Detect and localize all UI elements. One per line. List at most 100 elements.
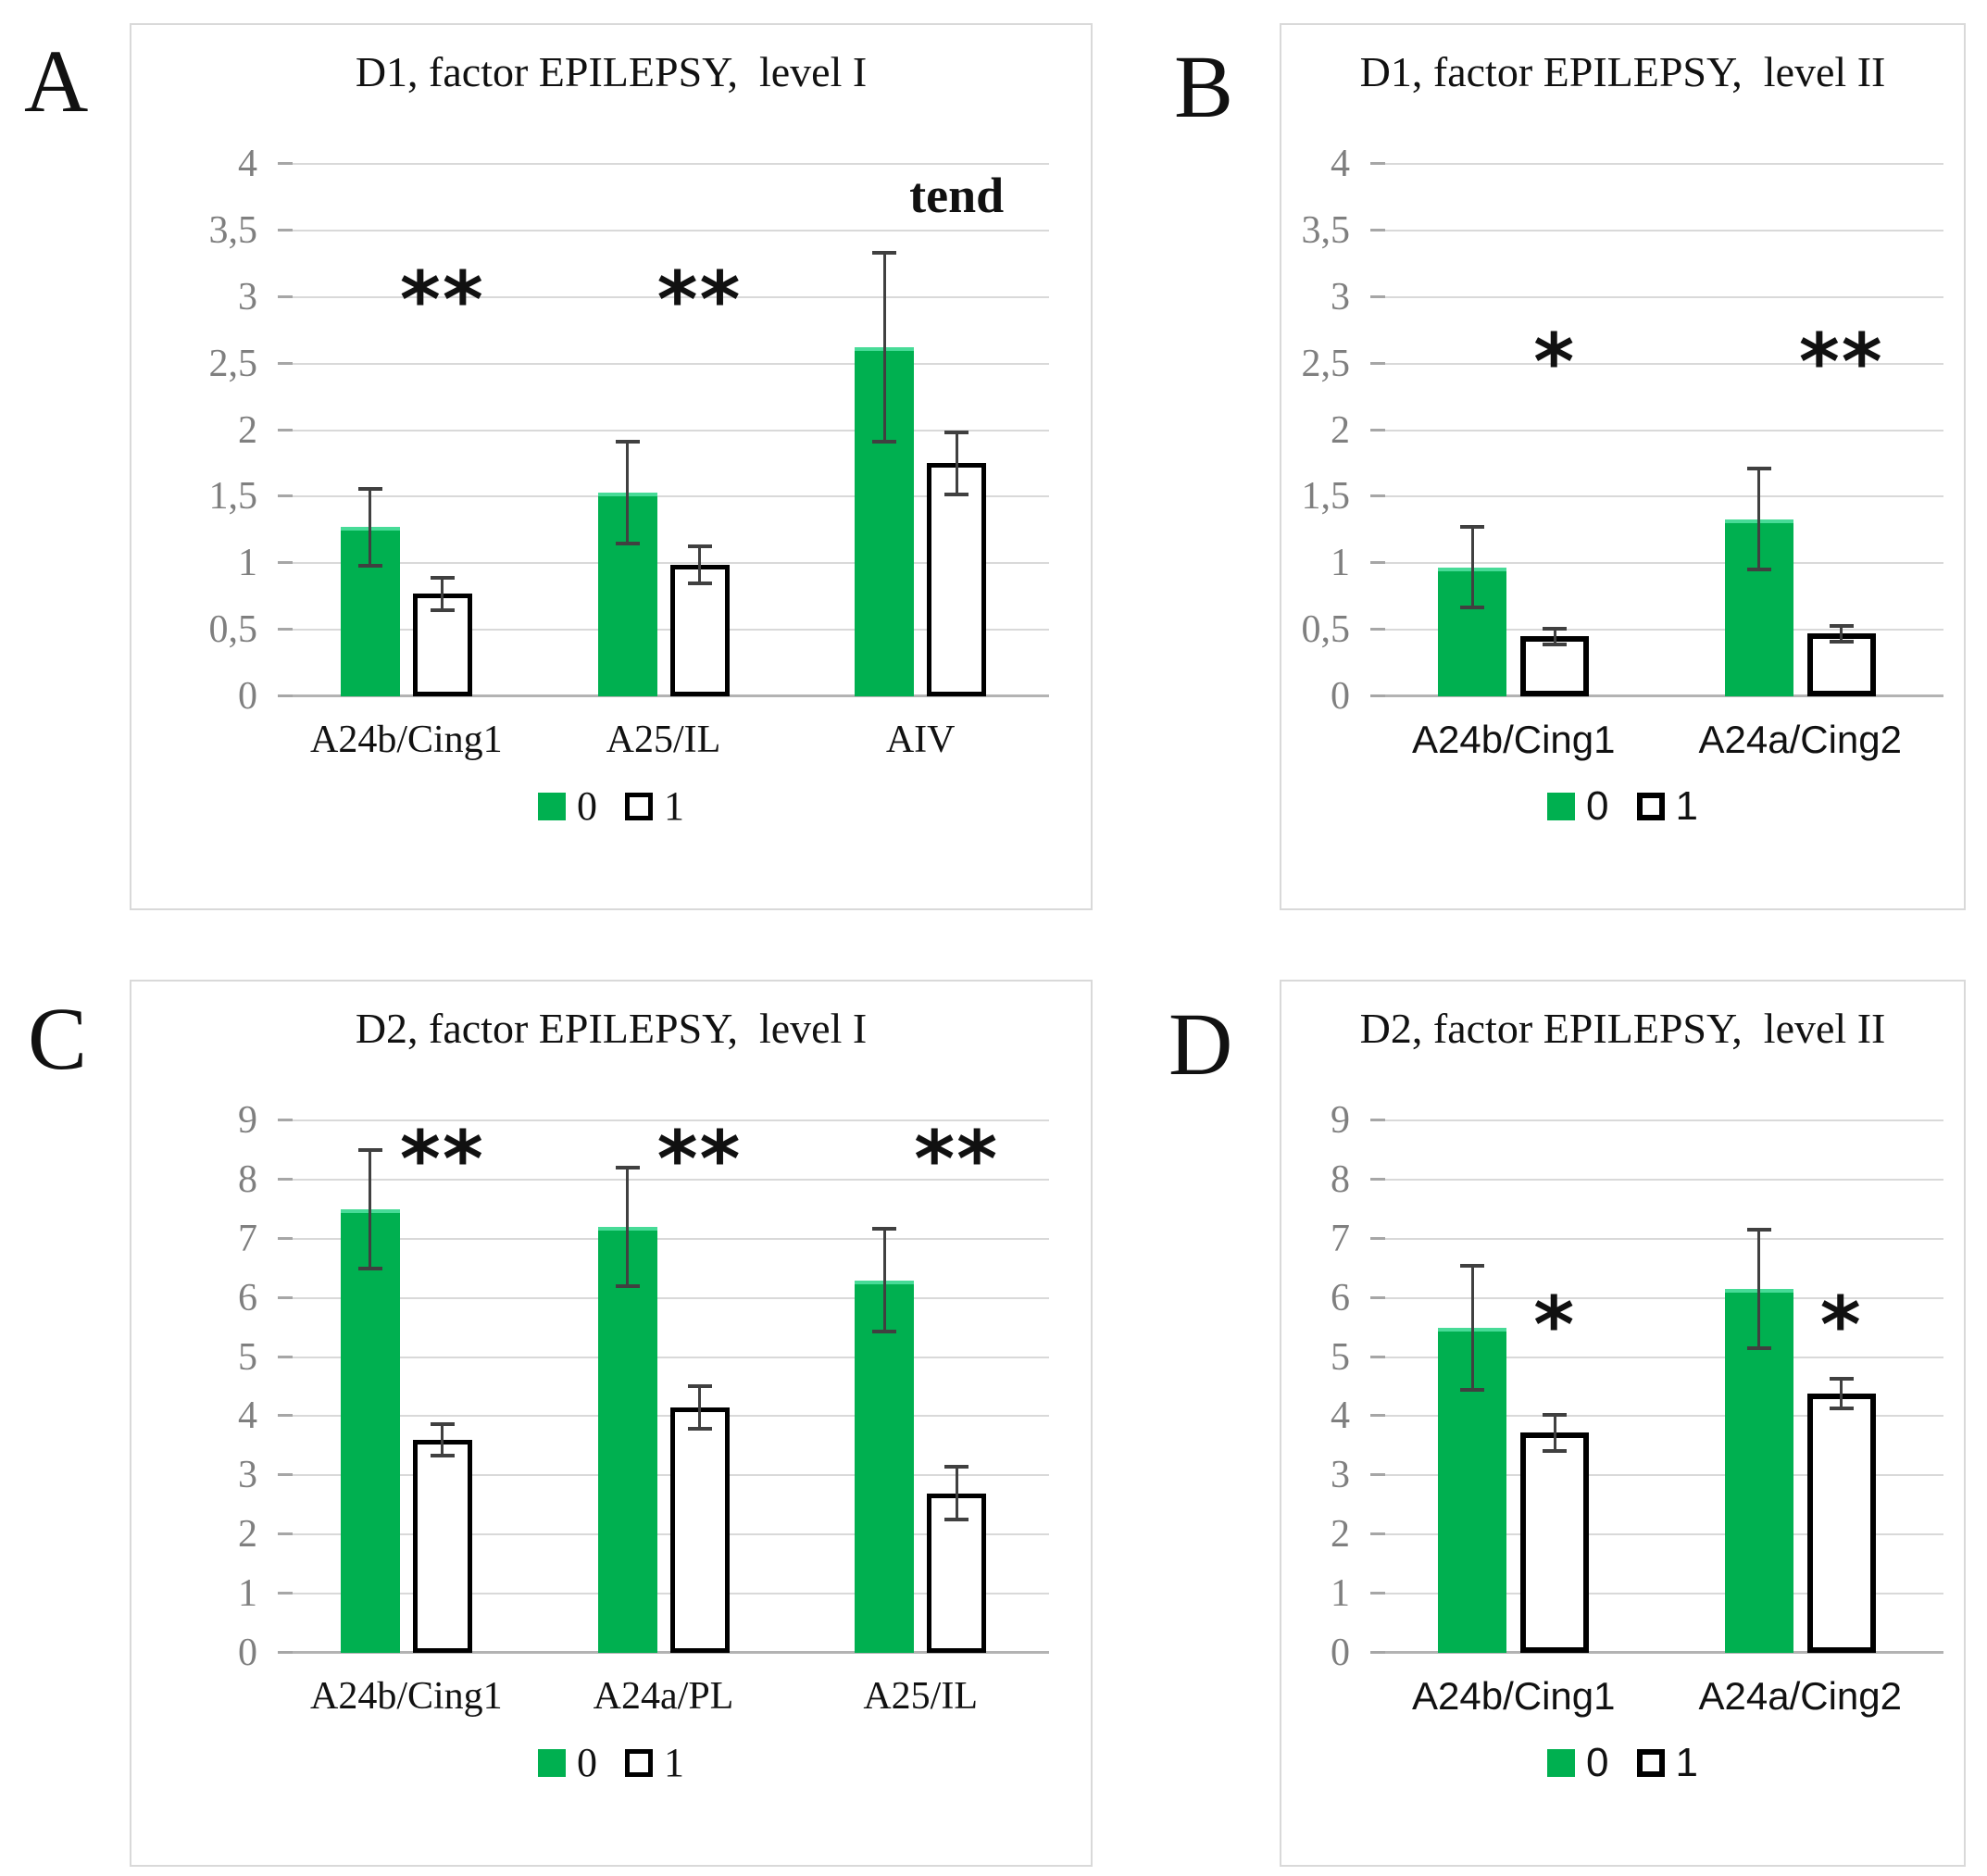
error-bar-cap [687,544,712,548]
y-axis-tick-label: 9 [238,1099,257,1142]
legend-item: 0 [538,1743,597,1783]
x-axis-labels: A24b/Cing1 A25/IL AIV [278,718,1049,773]
bar-series1 [927,463,987,696]
y-axis-tick-label: 3 [1331,1454,1350,1497]
y-axis-tick-label: 2 [238,1513,257,1557]
axis-tick [278,294,293,298]
error-bar [1470,1265,1474,1390]
error-bar [955,1467,958,1520]
y-axis-tick-label: 1 [238,542,257,585]
axis-tick [1370,1532,1385,1536]
axis-tick [278,1355,293,1358]
significance-annotation: ** [656,254,743,345]
y-axis-tick-label: 9 [1331,1099,1350,1142]
y-axis-tick-label: 4 [238,143,257,185]
y-axis-tick-label: 8 [238,1157,257,1201]
error-bar-cap [1460,1387,1485,1392]
error-bar [1840,1379,1843,1409]
gridline [278,163,1049,165]
gridline [278,362,1049,365]
y-axis-tick-label: 0,5 [1301,608,1351,652]
gridline [278,1356,1049,1358]
legend-label: 1 [664,1740,684,1785]
gridline [278,295,1049,298]
axis-tick [1370,1414,1385,1418]
error-bar-cap [687,581,712,585]
axis-tick [1370,1473,1385,1477]
gridline [1370,1474,1943,1477]
y-axis-tick-label: 2 [1331,408,1350,452]
gridline [278,1296,1049,1299]
axis-tick [1370,1119,1385,1121]
gridline [1370,1178,1943,1181]
chart-panel-b: D1, factor EPILEPSY, level II 0 0,5 1 1,5 2 2… [1280,23,1966,910]
axis-tick [278,1473,293,1477]
error-bar [441,578,444,610]
gridline [278,1415,1049,1418]
error-bar-cap [430,1422,455,1427]
error-bar [882,1228,886,1332]
y-axis-tick-label: 1,5 [208,475,258,519]
axis-tick [278,1177,293,1181]
y-axis-tick-label: 0 [238,675,257,718]
error-bar-cap [1543,642,1568,646]
error-bar-cap [615,1283,640,1288]
gridline [1370,1296,1943,1299]
chart-panel-a: D1, factor EPILEPSY, level I 0 0,5 1 1,5 2 2,… [130,23,1093,910]
y-axis-tick-label: 3 [238,1454,257,1497]
legend-item: 0 [1547,783,1609,829]
axis-tick [278,162,293,165]
error-bar-cap [872,1226,897,1231]
gridline [1370,429,1943,431]
error-bar-cap [944,492,969,496]
error-bar [1757,1230,1761,1348]
y-axis-tick-label: 3,5 [208,208,258,252]
bar-series1 [669,1407,730,1653]
gridline [1370,562,1943,565]
gridline [1370,229,1943,231]
chart-panel-c: D2, factor EPILEPSY, level I 0 1 2 3 4 5 6 7 8 9 *… [130,980,1093,1867]
significance-annotation: ** [1798,317,1884,408]
error-bar [369,1149,372,1269]
bar-series0 [855,1280,915,1653]
gridline [1370,1415,1943,1418]
panel-letter-c: C [28,989,88,1088]
y-axis-tick-label: 1 [1331,542,1350,585]
error-bar-cap [1829,1407,1854,1411]
y-axis-tick-label: 2,5 [208,342,258,385]
bar-series1 [1806,633,1876,696]
category-label: A24b/Cing1 [309,719,503,761]
y-axis-tick-label: 2 [1331,1513,1350,1557]
legend-label: 0 [1586,783,1609,829]
axis-tick [278,494,293,498]
x-axis-labels: A24b/Cing1 A24a/Cing2 [1370,718,1943,773]
y-axis-tick-label: 1,5 [1301,475,1351,519]
axis-tick [278,561,293,565]
y-axis-tick-label: 4 [1331,143,1350,185]
error-bar-cap [430,607,455,612]
legend-swatch-series1 [1636,793,1665,820]
axis-tick [278,1295,293,1299]
gridline [278,1119,1049,1121]
axis-tick [278,1651,293,1654]
error-bar-cap [1746,568,1771,572]
gridline [278,1533,1049,1536]
axis-tick [1370,294,1385,298]
axis-tick [278,1532,293,1536]
significance-annotation: ** [656,1113,743,1205]
panel-letter-d: D [1168,994,1233,1094]
y-axis-tick-label: 6 [1331,1276,1350,1319]
legend-swatch-series1 [625,1749,653,1777]
y-axis-tick-label: 2 [238,408,257,452]
y-axis-tick-label: 4 [238,1394,257,1438]
significance-annotation: * [1533,1279,1577,1370]
error-bar-cap [430,576,455,581]
chart-title: D2, factor EPILEPSY, level I [355,1005,868,1052]
gridline [278,429,1049,431]
axis-tick [278,628,293,632]
error-bar [698,1385,701,1429]
